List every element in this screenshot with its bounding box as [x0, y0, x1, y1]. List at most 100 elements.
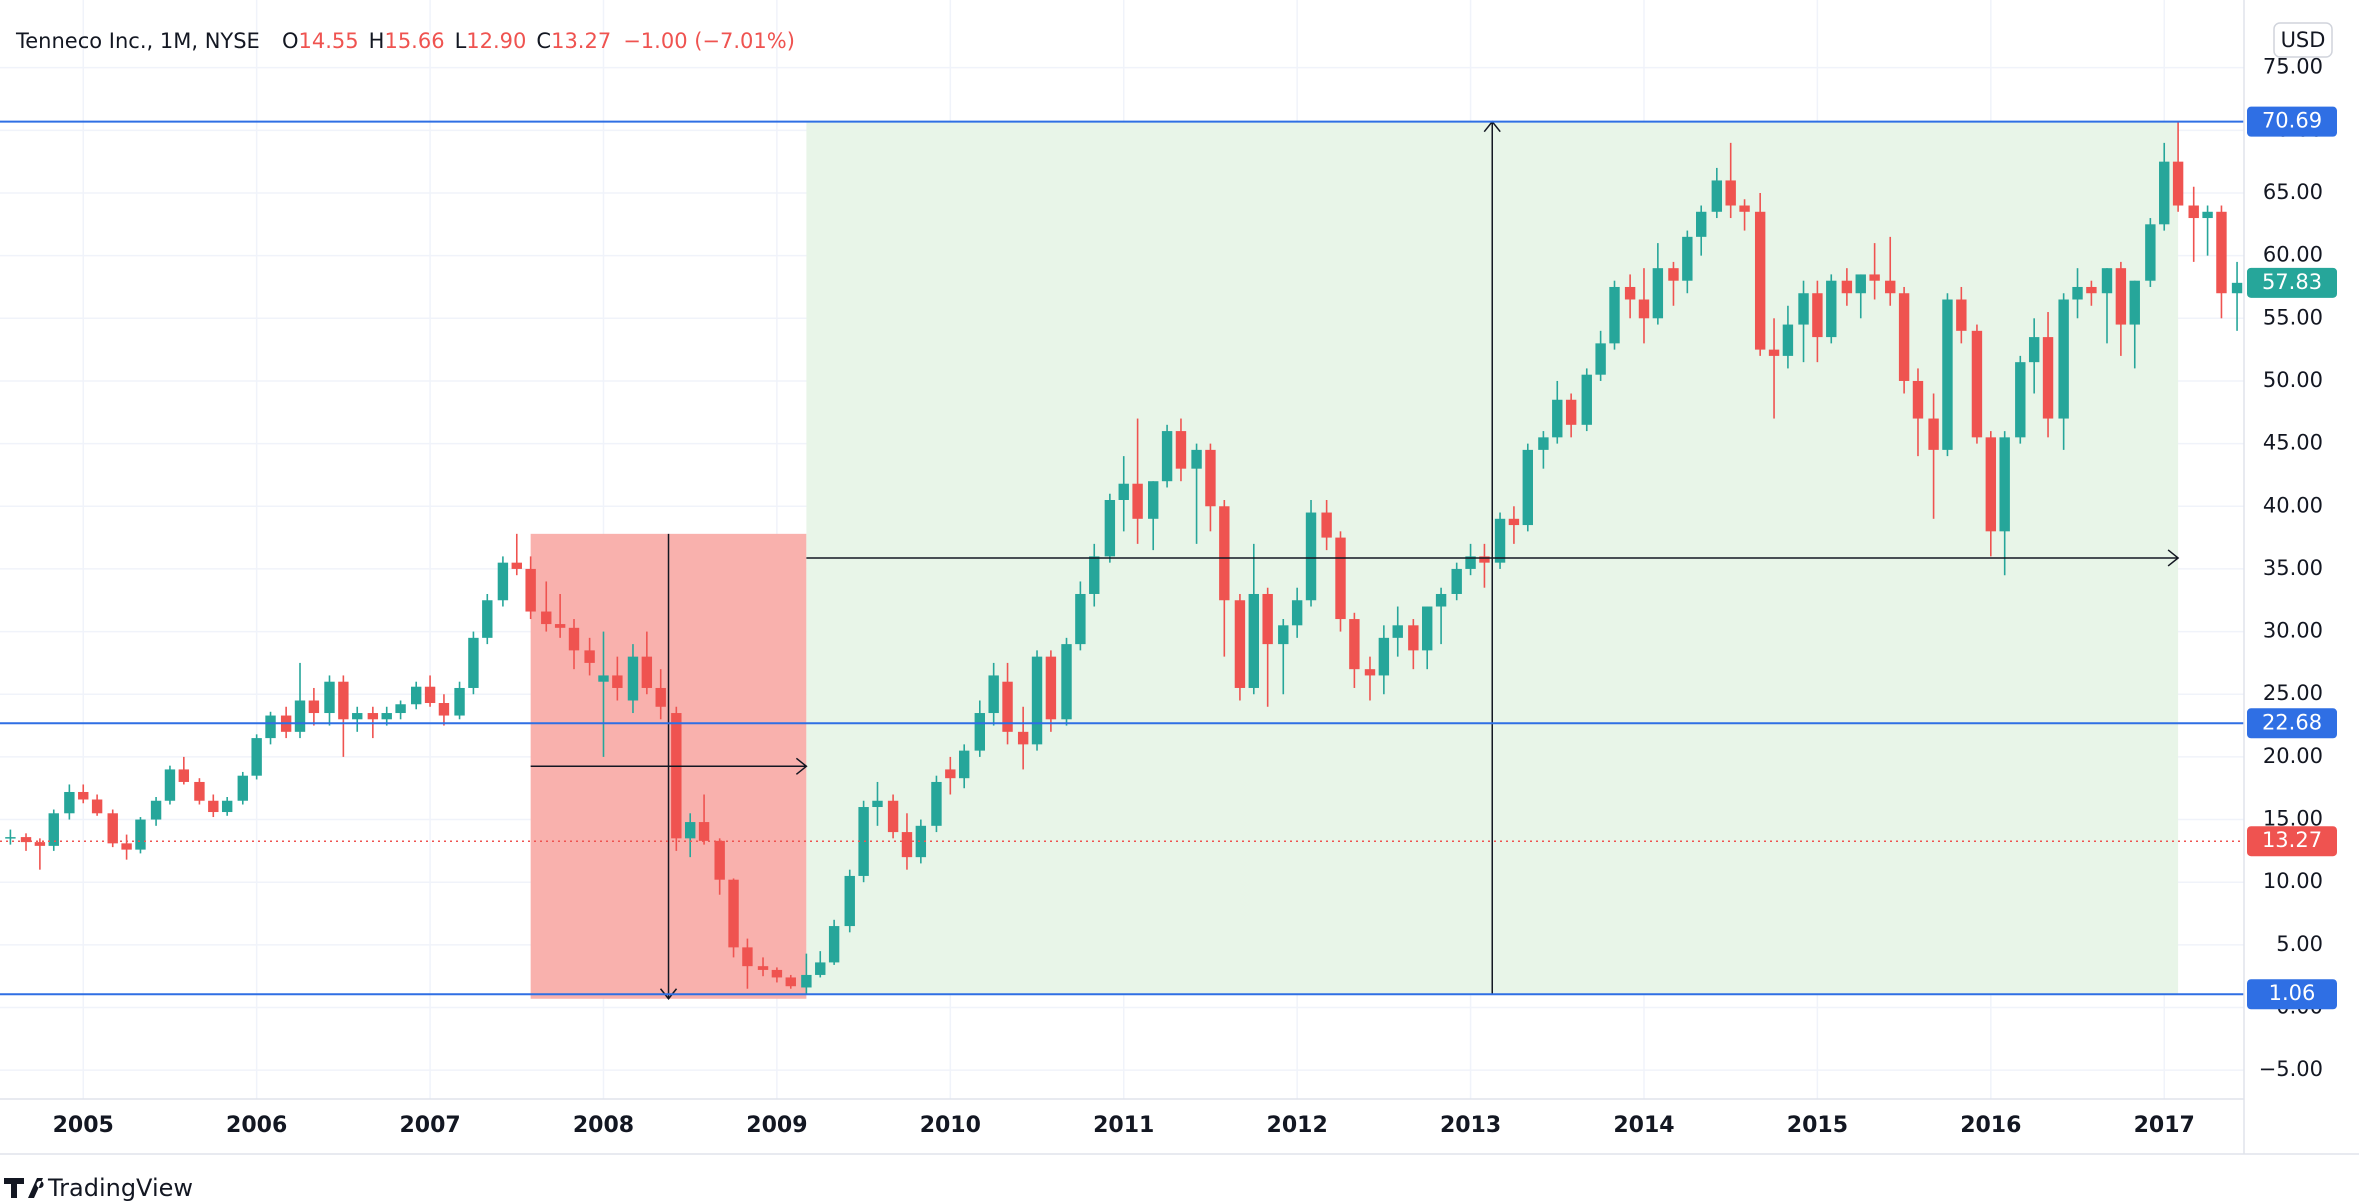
candle-body	[1956, 299, 1967, 331]
candle-body	[1522, 449, 1533, 526]
price-line-label-text: 22.68	[2262, 710, 2322, 734]
y-tick-label: −5.00	[2259, 1057, 2323, 1081]
legend-change: −1.00 (−7.01%)	[623, 29, 795, 53]
candle-body	[801, 974, 812, 988]
price-line-label-text: 1.06	[2269, 981, 2316, 1005]
candle-body	[671, 713, 682, 839]
candle-body	[945, 769, 956, 779]
candle-body	[1552, 399, 1563, 438]
candle-body	[1278, 625, 1289, 645]
candle-body	[135, 819, 146, 850]
candle-body	[698, 822, 710, 841]
candle-body	[2172, 161, 2184, 206]
candle-body	[48, 813, 59, 846]
candle-body	[294, 700, 306, 732]
ohlc-legend: O14.55 H15.66 L12.90 C13.27 −1.00 (−7.01%)	[282, 29, 795, 53]
candle-body	[771, 969, 783, 978]
y-tick-label: 25.00	[2263, 681, 2323, 705]
candle-body	[1581, 374, 1592, 425]
candle-body	[2042, 337, 2054, 419]
candle-body	[1595, 343, 1606, 375]
candle-body	[381, 713, 392, 720]
candle-body	[1869, 274, 1880, 281]
y-tick-label: 55.00	[2263, 305, 2323, 329]
candle-body	[107, 813, 118, 844]
candle-body	[598, 675, 609, 682]
candle-body	[221, 800, 233, 813]
candle-body	[1335, 537, 1346, 620]
candle-body	[497, 562, 509, 601]
y-tick-label: 35.00	[2263, 556, 2323, 580]
candle-body	[237, 775, 248, 801]
candle-body	[1479, 556, 1490, 563]
candle-body	[684, 822, 696, 839]
y-tick-label: 60.00	[2263, 243, 2323, 267]
candle-body	[568, 627, 580, 651]
candle-body	[1451, 568, 1462, 594]
candle-body	[2188, 205, 2199, 219]
candle-body	[367, 713, 379, 720]
candle-body	[1148, 481, 1159, 519]
candle-body	[931, 781, 942, 826]
candle-body	[1668, 268, 1679, 281]
candle-body	[1017, 731, 1029, 745]
candle-body	[1089, 556, 1100, 594]
x-tick-label: 2010	[920, 1113, 981, 1138]
x-tick-label: 2007	[399, 1113, 460, 1138]
candle-body	[164, 769, 176, 801]
candle-body	[121, 843, 132, 850]
candle-body	[655, 687, 666, 707]
candle-body	[1798, 293, 1809, 325]
candle-body	[1104, 500, 1116, 557]
candle-body	[785, 977, 796, 987]
candle-body	[1349, 619, 1360, 670]
candle-body	[251, 738, 262, 776]
x-tick-label: 2005	[53, 1113, 114, 1138]
candle-body	[1782, 324, 1794, 356]
x-tick-label: 2011	[1093, 1113, 1154, 1138]
candle-body	[974, 713, 985, 751]
candle-body	[1565, 399, 1577, 425]
candle-body	[1002, 681, 1013, 732]
candle-body	[2028, 337, 2040, 363]
candle-body	[2072, 286, 2083, 300]
candle-body	[1219, 506, 1230, 601]
candle-body	[1291, 600, 1303, 626]
candle-body	[1725, 180, 1736, 206]
current-price-label-box	[2247, 826, 2337, 857]
last-price-label-text: 57.83	[2262, 270, 2322, 294]
candle-body	[1985, 437, 1997, 532]
y-tick-label: 65.00	[2263, 180, 2323, 204]
legend-key: L	[455, 29, 467, 53]
currency-label[interactable]: USD	[2281, 28, 2326, 52]
candle-body	[1912, 380, 1924, 419]
candle-body	[410, 686, 422, 705]
y-tick-label: 75.00	[2263, 55, 2323, 79]
candle-body	[858, 807, 869, 876]
y-tick-label: 50.00	[2263, 368, 2323, 392]
candle-body	[1754, 211, 1766, 350]
price-line-label-text: 70.69	[2262, 109, 2322, 133]
currency-button[interactable]	[2273, 22, 2333, 58]
candle-body	[2231, 282, 2243, 294]
candle-body	[1739, 205, 1750, 212]
arrow-head	[659, 988, 678, 1000]
candle-body	[641, 656, 653, 688]
candle-body	[554, 624, 566, 628]
candle-body	[1638, 299, 1650, 319]
candle-body	[2058, 299, 2069, 419]
x-tick-label: 2014	[1613, 1113, 1674, 1138]
candle-body	[20, 837, 32, 843]
candle-body	[324, 681, 335, 714]
candle-body	[2216, 211, 2227, 294]
candle-body	[78, 791, 89, 800]
candle-body	[178, 769, 190, 782]
y-tick-label: 30.00	[2263, 619, 2323, 643]
candle-body	[2129, 280, 2140, 325]
y-tick-label: 40.00	[2263, 493, 2323, 517]
candle-body	[612, 675, 623, 688]
candle-body	[541, 611, 552, 625]
x-tick-label: 2015	[1787, 1113, 1848, 1138]
